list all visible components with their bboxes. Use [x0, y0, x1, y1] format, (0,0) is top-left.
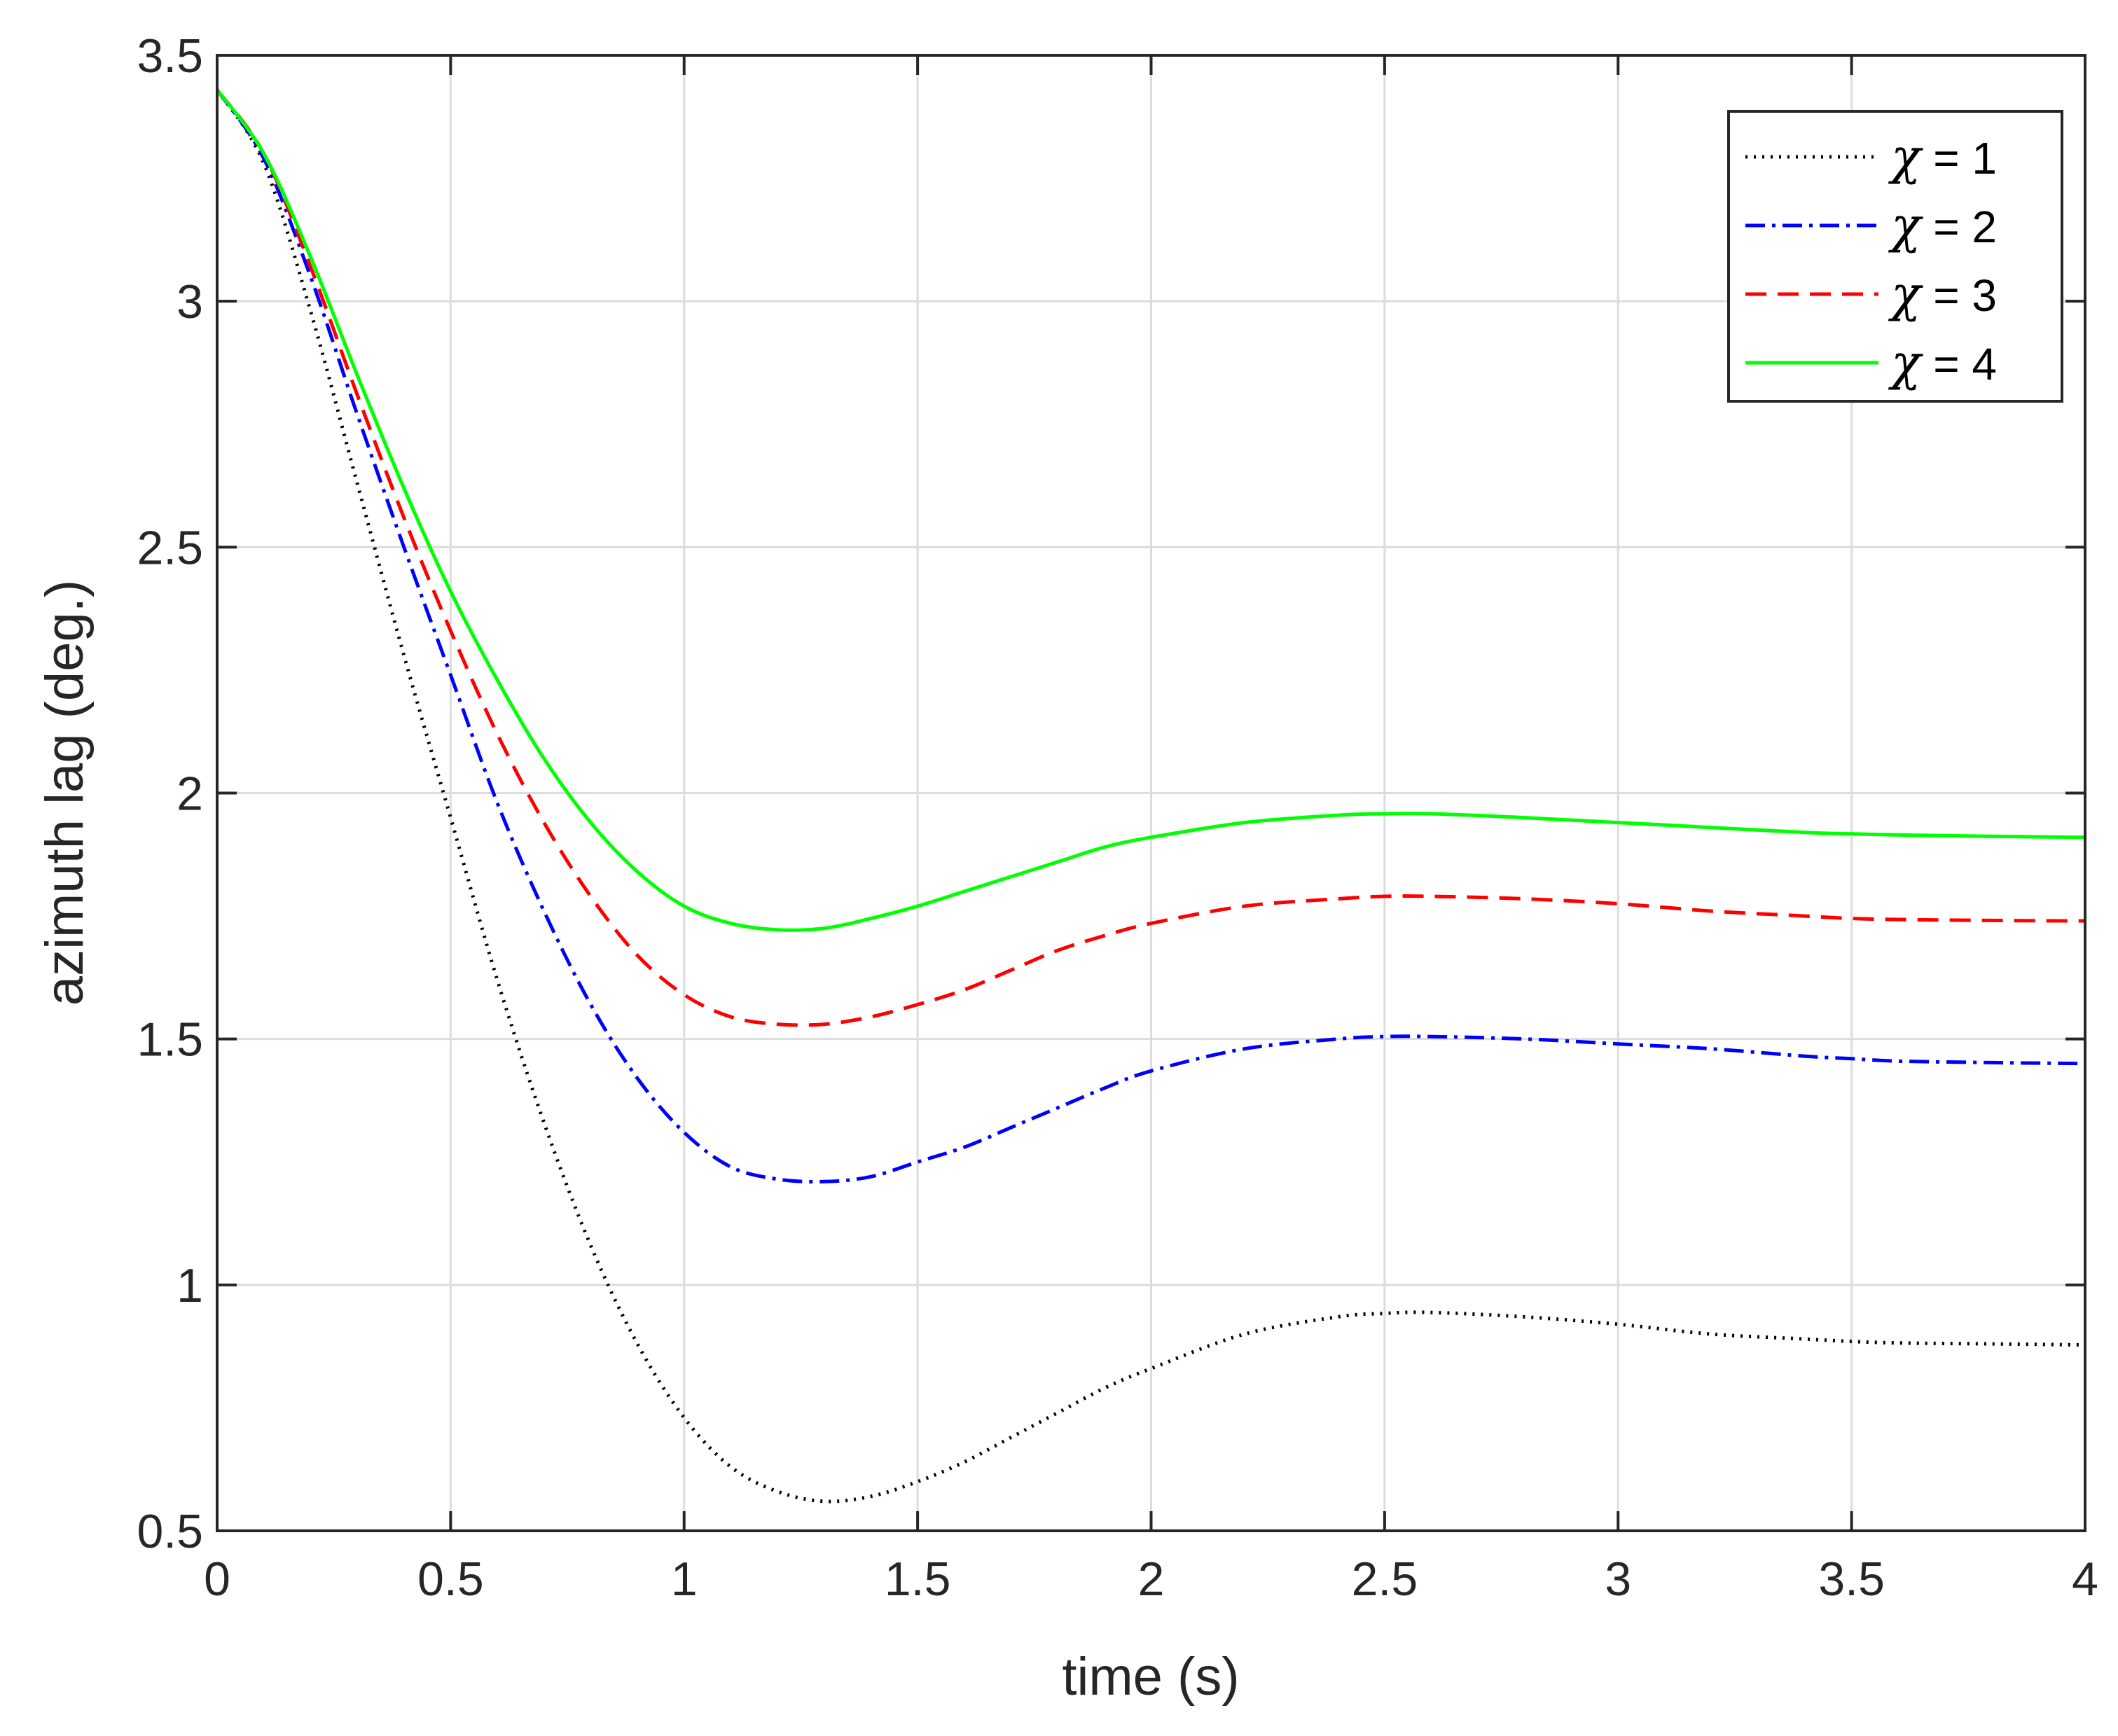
x-tick-label: 0.5 [417, 1553, 484, 1606]
y-tick-label: 0.5 [137, 1505, 203, 1558]
y-tick-label: 2.5 [137, 521, 203, 574]
legend-label-2: χ = 2 [1888, 197, 1997, 254]
x-tick-label: 1.5 [885, 1553, 951, 1606]
legend-box [1727, 110, 2063, 403]
legend-label-4: χ = 4 [1888, 334, 1997, 391]
legend-label-1: χ = 1 [1888, 128, 1997, 186]
y-tick-label: 1.5 [137, 1013, 203, 1067]
x-tick-label: 0 [204, 1553, 230, 1606]
series-line-4 [215, 88, 2086, 932]
y-tick-label: 3.5 [137, 29, 203, 83]
y-tick-label: 3 [176, 275, 203, 328]
x-tick-label: 3.5 [1818, 1553, 1885, 1606]
y-tick-label: 1 [176, 1259, 203, 1312]
x-tick-label: 3 [1605, 1553, 1631, 1606]
x-tick-label: 2 [1138, 1553, 1165, 1606]
series-line-2 [215, 88, 2086, 1184]
x-tick-label: 4 [2072, 1553, 2098, 1606]
x-tick-label: 2.5 [1352, 1553, 1418, 1606]
x-tick-labels: 0 0.5 1 1.5 2 2.5 3 3.5 4 [204, 1553, 2098, 1606]
axis-ticks [216, 54, 2086, 1532]
y-tick-labels: 0.5 1 1.5 2 2.5 3 3.5 [137, 29, 203, 1558]
y-tick-label: 2 [176, 768, 203, 821]
series-line-1 [215, 88, 2086, 1504]
series-line-3 [215, 88, 2086, 1027]
series-layer [215, 88, 2086, 1504]
x-axis-label: time (s) [1062, 1647, 1239, 1707]
x-tick-label: 1 [671, 1553, 698, 1606]
legend-label-3: χ = 3 [1888, 265, 1997, 323]
legend: χ = 1 χ = 2 χ = 3 χ = 4 [1727, 110, 2063, 403]
y-axis-label: azimuth lag (deg.) [35, 580, 95, 1006]
